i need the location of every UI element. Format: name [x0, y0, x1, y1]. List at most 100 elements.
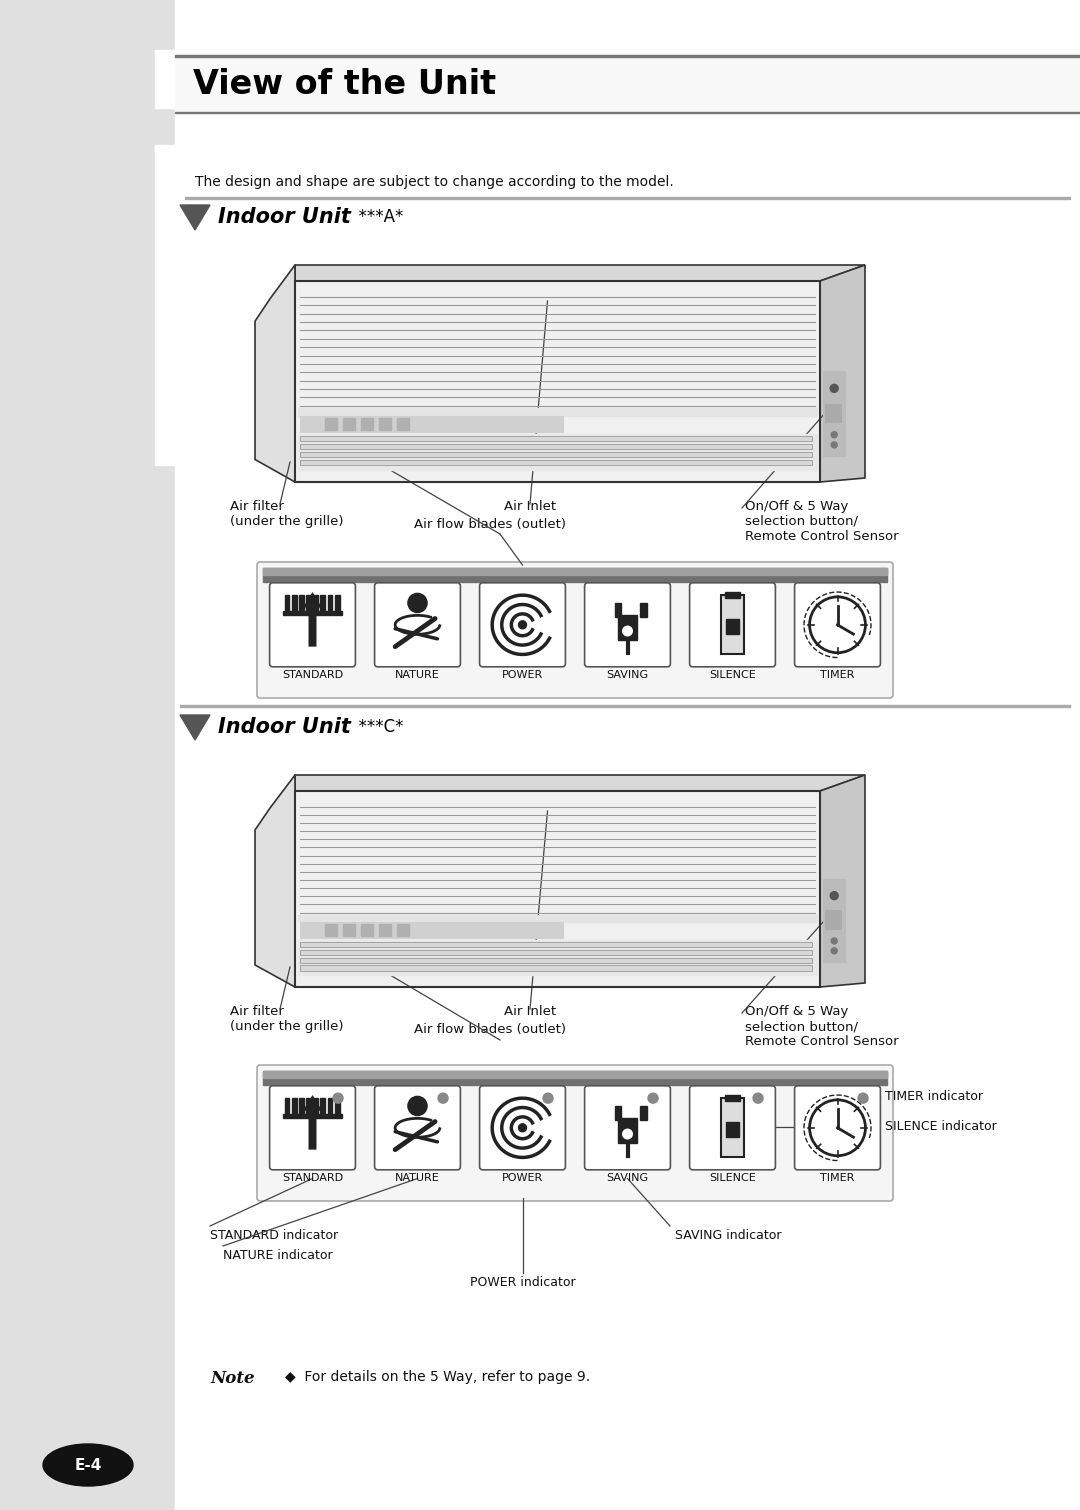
Polygon shape [820, 775, 865, 988]
Text: POWER: POWER [502, 1173, 543, 1182]
Polygon shape [300, 942, 812, 947]
Circle shape [832, 948, 837, 954]
Circle shape [858, 1093, 868, 1104]
Bar [325, 924, 337, 936]
Bar [335, 595, 339, 613]
Text: E-4: E-4 [75, 1459, 102, 1474]
FancyBboxPatch shape [257, 1065, 893, 1200]
Circle shape [832, 442, 837, 448]
FancyBboxPatch shape [795, 583, 880, 667]
Text: STANDARD: STANDARD [282, 1173, 343, 1182]
Bar [284, 1098, 289, 1116]
Bar [298, 408, 816, 415]
Bar [823, 371, 846, 456]
Bar [825, 911, 841, 929]
Text: ***A*: ***A* [348, 208, 403, 226]
Text: The design and shape are subject to change according to the model.: The design and shape are subject to chan… [195, 175, 674, 189]
Text: SILENCE indicator: SILENCE indicator [885, 1120, 997, 1132]
Polygon shape [300, 436, 812, 441]
Circle shape [408, 593, 427, 613]
Text: SAVING: SAVING [607, 1173, 649, 1182]
Bar [299, 1098, 303, 1116]
Bar [325, 418, 337, 430]
Bar [343, 924, 355, 936]
Text: View of the Unit: View of the Unit [193, 68, 496, 101]
Polygon shape [300, 451, 812, 458]
FancyBboxPatch shape [795, 1086, 880, 1170]
FancyBboxPatch shape [375, 1086, 460, 1170]
Bar [618, 1119, 637, 1143]
Bar [397, 418, 409, 430]
Text: SAVING indicator: SAVING indicator [675, 1229, 782, 1243]
Text: On/Off & 5 Way
selection button/
Remote Control Sensor: On/Off & 5 Way selection button/ Remote … [745, 1006, 899, 1048]
Bar [283, 610, 342, 616]
FancyBboxPatch shape [584, 583, 671, 667]
Circle shape [832, 938, 837, 944]
Circle shape [408, 1096, 427, 1116]
Text: NATURE indicator: NATURE indicator [222, 1249, 333, 1262]
Bar [295, 281, 820, 482]
Text: Air Inlet: Air Inlet [504, 1006, 556, 1018]
Text: NATURE: NATURE [395, 670, 440, 680]
Bar [264, 568, 887, 583]
Bar [298, 915, 816, 923]
Text: SILENCE: SILENCE [710, 1173, 756, 1182]
Polygon shape [295, 264, 865, 281]
FancyBboxPatch shape [480, 583, 566, 667]
Polygon shape [295, 775, 865, 791]
Polygon shape [302, 592, 322, 646]
Text: ◆  For details on the 5 Way, refer to page 9.: ◆ For details on the 5 Way, refer to pag… [285, 1370, 590, 1385]
Circle shape [518, 621, 526, 628]
Text: Indoor Unit: Indoor Unit [218, 207, 351, 226]
Bar [156, 145, 180, 465]
Circle shape [832, 432, 837, 438]
Polygon shape [180, 205, 210, 230]
Bar [321, 1098, 325, 1116]
Text: TIMER: TIMER [821, 1173, 854, 1182]
Bar [379, 924, 391, 936]
Polygon shape [255, 264, 295, 482]
FancyBboxPatch shape [270, 583, 355, 667]
Circle shape [753, 1093, 764, 1104]
Text: Note: Note [210, 1370, 255, 1388]
Polygon shape [255, 775, 295, 988]
Bar [361, 418, 373, 430]
Circle shape [333, 1093, 343, 1104]
Text: ***C*: ***C* [348, 717, 404, 735]
FancyBboxPatch shape [375, 583, 460, 667]
Bar [298, 939, 816, 975]
Circle shape [518, 1123, 526, 1132]
Bar [726, 1122, 739, 1137]
Text: NATURE: NATURE [395, 1173, 440, 1182]
Text: POWER indicator: POWER indicator [470, 1276, 576, 1290]
Text: Air Inlet: Air Inlet [504, 500, 556, 513]
Polygon shape [300, 965, 812, 971]
Polygon shape [300, 444, 812, 448]
Polygon shape [300, 950, 812, 954]
Polygon shape [300, 957, 812, 963]
Bar [264, 1071, 887, 1078]
Bar [725, 592, 741, 598]
Bar [825, 403, 841, 423]
Bar [327, 595, 333, 613]
Text: Indoor Unit: Indoor Unit [218, 717, 351, 737]
Text: Air flow blades (outlet): Air flow blades (outlet) [414, 1022, 566, 1036]
Bar [292, 595, 297, 613]
Bar [292, 1098, 297, 1116]
Polygon shape [180, 716, 210, 740]
FancyBboxPatch shape [690, 1086, 775, 1170]
Polygon shape [820, 264, 865, 482]
Bar [361, 924, 373, 936]
Bar [156, 50, 180, 109]
Bar [725, 1095, 741, 1101]
Circle shape [648, 1093, 658, 1104]
Text: SILENCE: SILENCE [710, 670, 756, 680]
Bar [175, 0, 1080, 1510]
Circle shape [623, 627, 632, 636]
Text: POWER: POWER [502, 670, 543, 680]
Bar [823, 879, 846, 962]
FancyBboxPatch shape [257, 562, 893, 698]
Text: Air flow blades (outlet): Air flow blades (outlet) [414, 518, 566, 532]
Ellipse shape [43, 1444, 133, 1486]
Bar [264, 1071, 887, 1086]
